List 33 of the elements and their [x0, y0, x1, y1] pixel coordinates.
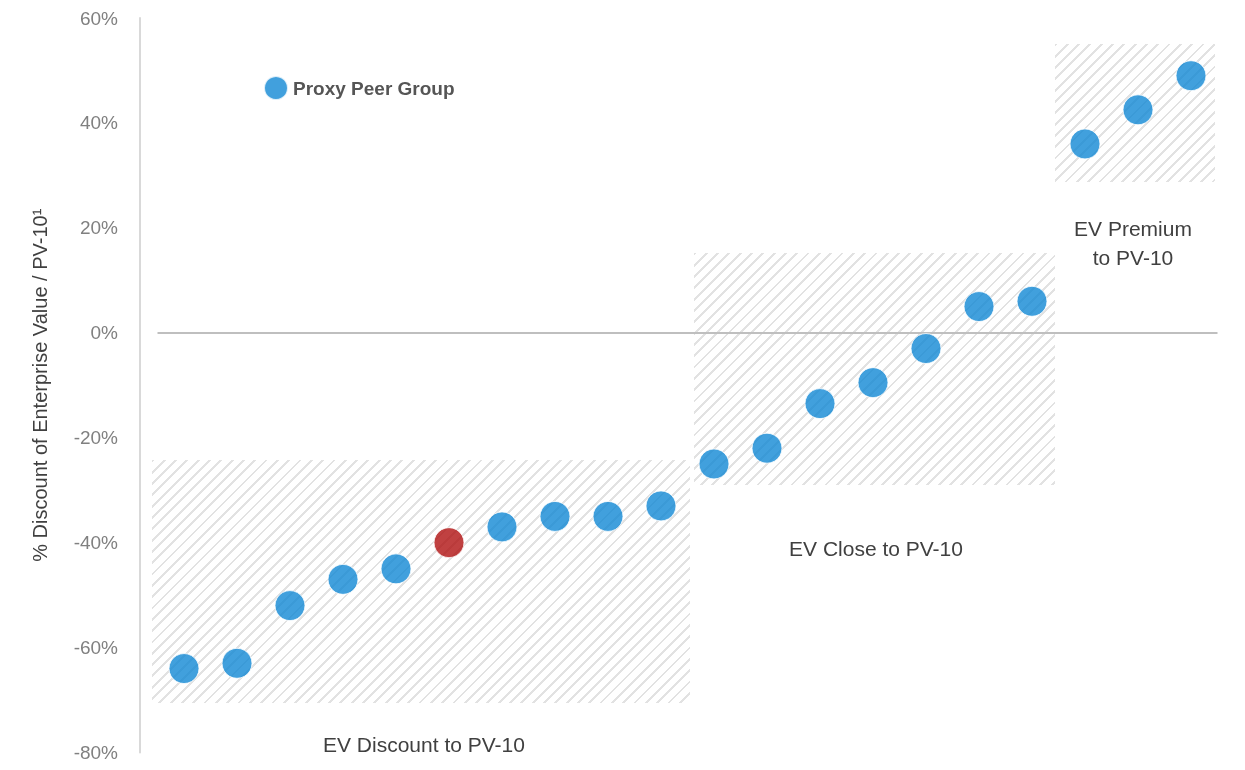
annotation: EV Close to PV-10	[788, 536, 964, 562]
point	[804, 388, 836, 420]
point	[221, 647, 253, 679]
point	[698, 448, 730, 480]
y-tick-label: -20%	[73, 427, 119, 449]
annotation: EV Premium to PV-10	[1073, 216, 1193, 271]
y-tick-label: -80%	[73, 742, 119, 763]
point	[433, 527, 465, 559]
y-tick-label: 40%	[79, 112, 119, 134]
point	[963, 291, 995, 323]
point	[1122, 94, 1154, 126]
y-tick-label: 0%	[90, 322, 119, 344]
point	[592, 500, 624, 532]
y-tick-label: -40%	[73, 532, 119, 554]
point	[168, 653, 200, 685]
point	[1069, 128, 1101, 160]
point	[645, 490, 677, 522]
y-tick-label: 20%	[79, 217, 119, 239]
point	[274, 590, 306, 622]
point	[1175, 60, 1207, 92]
annotation: EV Discount to PV-10	[322, 732, 526, 758]
point	[910, 333, 942, 365]
point	[486, 511, 518, 543]
legend-label: Proxy Peer Group	[293, 77, 455, 99]
point	[1016, 285, 1048, 317]
y-axis-title: % Discount of Enterprise Value / PV-10¹	[29, 208, 51, 562]
point	[327, 563, 359, 595]
y-tick-label: -60%	[73, 637, 119, 659]
point	[857, 367, 889, 399]
point	[380, 553, 412, 585]
y-tick-label: 60%	[79, 7, 119, 29]
point	[539, 500, 571, 532]
point	[751, 432, 783, 464]
